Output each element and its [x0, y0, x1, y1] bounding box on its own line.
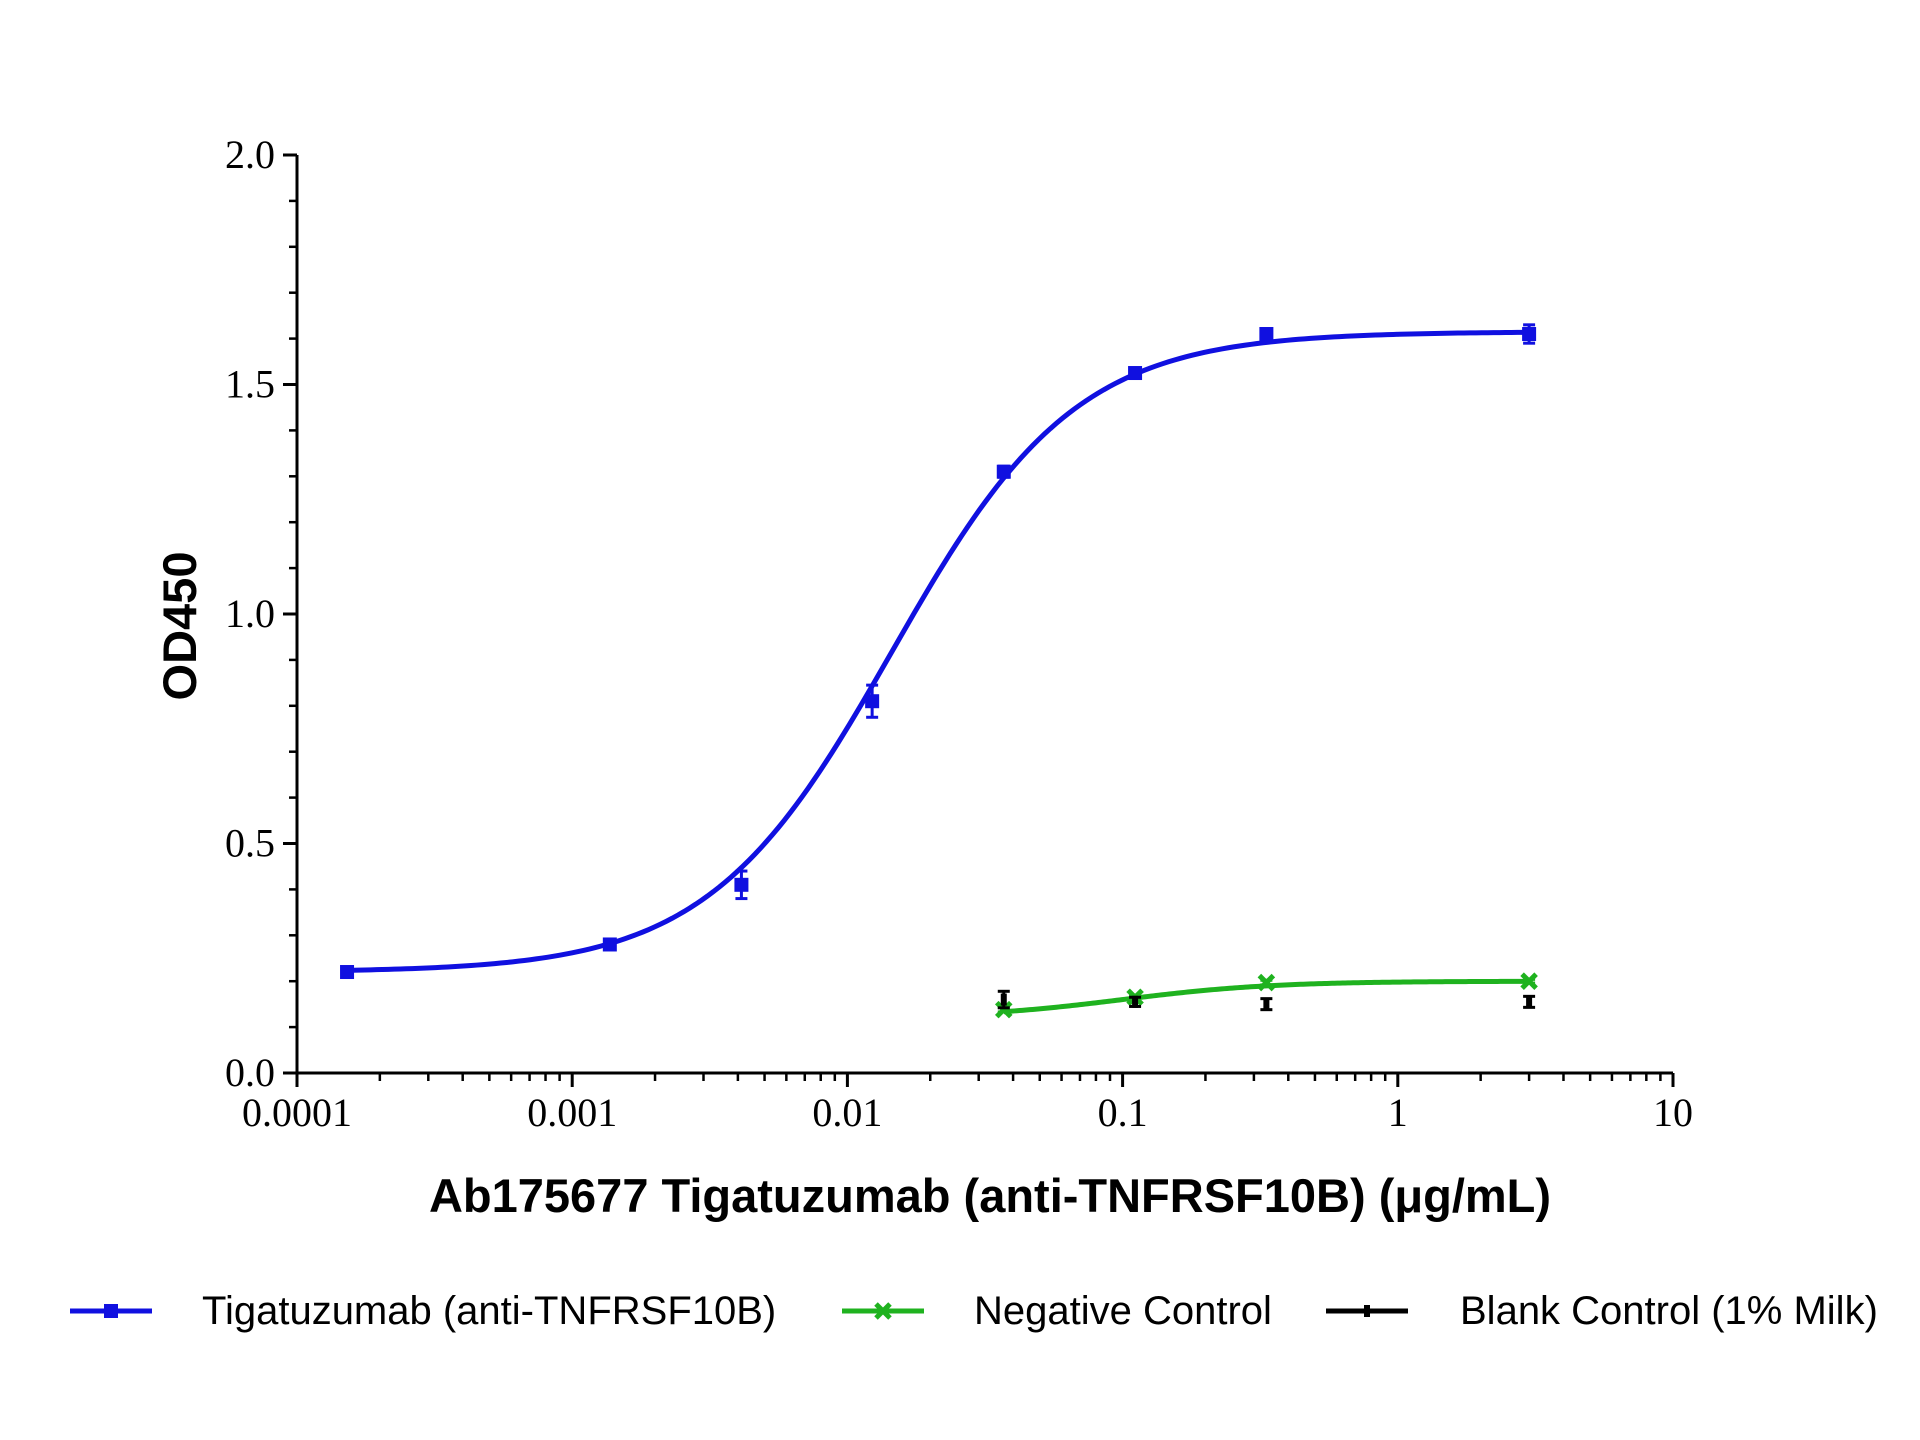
legend-marker [1364, 1305, 1370, 1317]
x-tick-label: 1 [1388, 1090, 1408, 1135]
y-tick-label: 2.0 [225, 132, 275, 177]
series-0-point [340, 965, 355, 980]
series-0-point [602, 937, 617, 952]
series-1-point [1257, 973, 1276, 992]
series-1-point [1520, 972, 1538, 990]
x-tick-label: 0.01 [812, 1090, 882, 1135]
series-0 [340, 323, 1537, 980]
series-2-point [1000, 993, 1007, 1006]
legend-item-tigatuzumab: Tigatuzumab (anti-TNFRSF10B) [70, 1289, 776, 1333]
y-tick-label: 0.0 [225, 1050, 275, 1095]
series-2-point [1132, 995, 1139, 1008]
legend-marker [104, 1304, 118, 1318]
series-0-point [1128, 366, 1143, 381]
legend-item-negative-control: Negative Control [842, 1289, 1272, 1333]
series-0-point [1259, 327, 1274, 342]
x-axis-title: Ab175677 Tigatuzumab (anti-TNFRSF10B) (μ… [429, 1169, 1551, 1222]
series-2-point [1263, 998, 1270, 1011]
legend-swatch-tigatuzumab [70, 1304, 152, 1318]
y-tick-label: 1.5 [225, 362, 275, 407]
marker-stroke [995, 1000, 1013, 1019]
series-0-point [865, 694, 880, 709]
series-layer [340, 323, 1538, 1019]
series-0-point [1522, 327, 1537, 342]
axes: 0.0 0.5 1.0 1.5 2.0 0.0001 0.001 0.01 0.1 1 10 [225, 132, 1693, 1135]
legend-swatch-negative-control [842, 1302, 924, 1320]
marker-stroke [1257, 973, 1276, 992]
series-2-point [1526, 995, 1533, 1008]
legend-marker [874, 1302, 892, 1320]
series-1 [995, 972, 1538, 1019]
y-tick-label: 1.0 [225, 591, 275, 636]
x-tick-label: 0.0001 [242, 1090, 352, 1135]
legend-item-blank-control: Blank Control (1% Milk) [1326, 1289, 1878, 1333]
series-2 [997, 989, 1536, 1012]
marker-stroke [874, 1302, 892, 1320]
legend-label-tigatuzumab: Tigatuzumab (anti-TNFRSF10B) [202, 1289, 776, 1333]
y-tick-label: 0.5 [225, 821, 275, 866]
legend-label-negative-control: Negative Control [974, 1289, 1272, 1333]
legend: Tigatuzumab (anti-TNFRSF10B) Negative Co… [70, 1289, 1878, 1333]
series-0-point [996, 464, 1011, 479]
series-0-fit-line [346, 329, 1530, 973]
x-tick-label: 0.1 [1098, 1090, 1148, 1135]
legend-swatch-blank-control [1326, 1305, 1408, 1317]
x-tick-label: 10 [1653, 1090, 1693, 1135]
marker-stroke [1520, 972, 1538, 990]
x-tick-label: 0.001 [527, 1090, 617, 1135]
series-1-point [995, 1000, 1013, 1019]
y-axis-title: OD450 [153, 552, 206, 701]
series-0-point [734, 877, 749, 892]
legend-label-blank-control: Blank Control (1% Milk) [1460, 1289, 1878, 1333]
